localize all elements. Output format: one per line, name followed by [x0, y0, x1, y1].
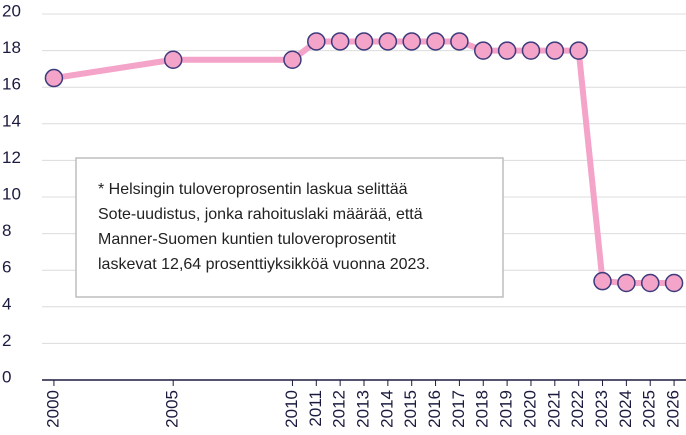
point: [474, 41, 493, 60]
x-tick-label: 2016: [425, 390, 444, 428]
point: [640, 273, 660, 293]
point: [497, 41, 517, 60]
point: [664, 273, 684, 293]
y-tick-label: 4: [2, 294, 11, 313]
annotation: * Helsingin tuloveroprosentin laskua sel…: [75, 157, 504, 298]
x-tick-label: 2013: [353, 390, 372, 428]
point: [378, 32, 398, 51]
point: [283, 50, 302, 69]
x-tick-label: 2020: [520, 390, 539, 428]
x-tick-label: 2010: [282, 390, 301, 428]
point: [545, 41, 565, 60]
y-tick-label: 0: [2, 367, 11, 386]
x-tick-label: 2025: [640, 390, 659, 428]
point: [44, 68, 64, 88]
point: [450, 32, 469, 51]
annotation-line: Manner-Suomen kuntien tuloveroprosentit: [98, 231, 397, 248]
point: [163, 50, 183, 69]
x-tick-label: 2012: [330, 390, 349, 428]
x-tick-label: 2015: [401, 390, 420, 428]
x-tick-label: 2014: [377, 390, 396, 428]
annotation-line: * Helsingin tuloveroprosentin laskua sel…: [98, 181, 408, 198]
y-tick-label: 2: [2, 331, 11, 350]
point: [426, 32, 445, 51]
y-tick-label: 18: [2, 38, 21, 57]
point: [593, 271, 612, 291]
y-tick-label: 8: [2, 221, 11, 240]
y-tick-label: 20: [2, 1, 21, 20]
x-tick-label: 2021: [544, 390, 563, 428]
y-tick-label: 10: [2, 184, 21, 203]
x-tick-label: 2000: [43, 390, 62, 428]
x-tick-label: 2026: [664, 390, 683, 428]
x-tick-label: 2005: [163, 390, 182, 428]
x-tick-label: 2019: [497, 390, 516, 428]
y-tick-label: 16: [2, 75, 21, 94]
x-tick-label: 2017: [449, 390, 468, 428]
annotation-box: [75, 157, 504, 298]
x-tick-label: 2011: [306, 390, 325, 427]
x-tick-label: 2022: [568, 390, 587, 428]
point: [330, 32, 350, 51]
point: [402, 32, 421, 51]
x-tick-label: 2024: [616, 390, 635, 428]
annotation-line: Sote-uudistus, jonka rahoituslaki määrää…: [98, 206, 423, 223]
y-tick-label: 12: [2, 148, 21, 167]
point: [354, 32, 374, 51]
point: [307, 32, 326, 51]
y-tick-label: 6: [2, 258, 11, 277]
point: [521, 41, 541, 60]
x-tick-label: 2023: [592, 390, 611, 428]
y-tick-label: 14: [2, 111, 21, 130]
x-tick-label: 2018: [473, 390, 492, 428]
point: [617, 273, 636, 293]
point: [569, 41, 588, 60]
annotation-line: laskevat 12,64 prosenttiyksikköä vuonna …: [98, 256, 430, 273]
